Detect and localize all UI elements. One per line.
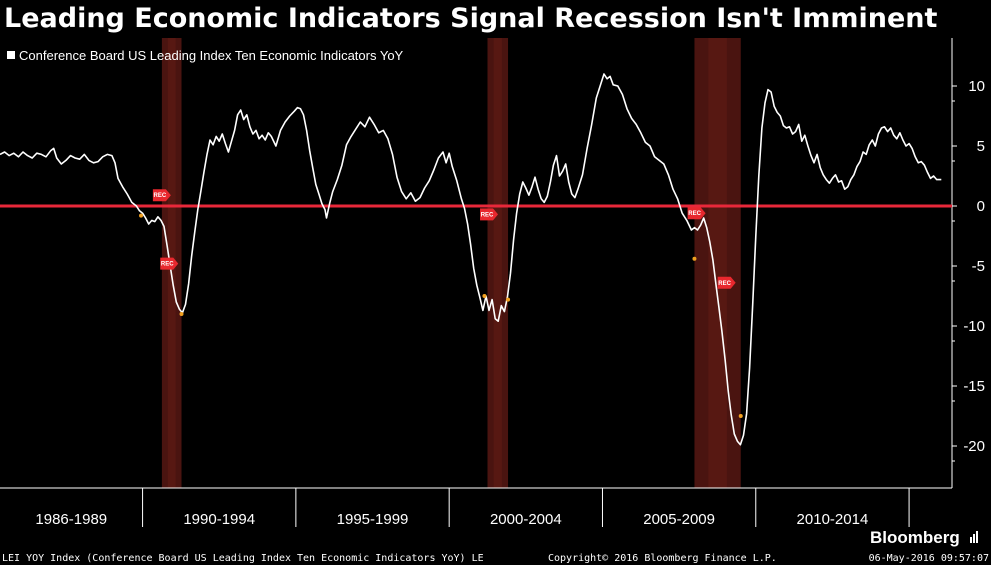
footer-source: LEI YOY Index (Conference Board US Leadi…: [2, 553, 484, 564]
legend-label: Conference Board US Leading Index Ten Ec…: [19, 48, 404, 63]
rec-marker: [687, 207, 706, 220]
y-tick-label: -15: [963, 378, 985, 395]
highlight-point: [179, 312, 184, 316]
x-category-label: 1990-1994: [183, 511, 255, 528]
bloomberg-logo-text: Bloomberg: [870, 528, 960, 547]
footer-copyright: Copyright© 2016 Bloomberg Finance L.P.: [548, 553, 777, 564]
y-tick-label: -5: [972, 258, 985, 275]
series-layer: [0, 73, 942, 446]
axes: [0, 38, 953, 489]
logo-bar-icon: [970, 537, 972, 543]
rec-marker-label: REC: [161, 262, 174, 268]
x-category-label: 2010-2014: [797, 511, 869, 528]
x-category-label: 2000-2004: [490, 511, 562, 528]
x-category-label: 1986-1989: [35, 511, 107, 528]
recession-bands: [161, 38, 741, 488]
rec-marker: [152, 189, 171, 202]
legend-swatch: [7, 51, 15, 59]
highlight-point: [692, 256, 697, 261]
rec-markers: REC REC REC REC REC: [139, 189, 743, 418]
highlight-point: [139, 213, 144, 218]
rec-marker-label: REC: [688, 211, 701, 217]
x-axis-categories: 1986-1989 1990-1994 1995-1999 2000-2004 2005…: [35, 488, 910, 528]
series-line: [0, 73, 942, 446]
rec-marker-label: REC: [481, 212, 494, 218]
rec-marker: [480, 208, 499, 221]
rec-marker-label: REC: [718, 281, 731, 287]
highlight-point: [738, 414, 743, 418]
logo-bar-icon: [976, 531, 978, 543]
bloomberg-logo: Bloomberg: [870, 528, 978, 547]
x-category-label: 1995-1999: [337, 511, 409, 528]
chart-title: Leading Economic Indicators Signal Reces…: [4, 3, 937, 34]
y-tick-label: -20: [963, 438, 985, 455]
logo-bar-icon: [973, 534, 975, 543]
y-axis-ticks: 10 5 0 -5 -10 -15 -20: [952, 78, 985, 462]
highlight-point: [506, 297, 511, 302]
x-category-label: 2005-2009: [643, 511, 715, 528]
highlight-point: [482, 294, 487, 298]
rec-marker: [160, 257, 179, 270]
y-tick-label: -10: [963, 318, 985, 335]
y-tick-label: 10: [968, 78, 985, 95]
legend: Conference Board US Leading Index Ten Ec…: [7, 48, 404, 63]
y-tick-label: 5: [977, 138, 985, 155]
rec-marker-label: REC: [154, 193, 167, 199]
footer-timestamp: 06-May-2016 09:57:07: [869, 553, 989, 564]
recession-band-core: [708, 38, 727, 488]
y-tick-label: 0: [977, 198, 985, 215]
rec-marker: [717, 276, 736, 289]
recession-band-core: [493, 38, 502, 488]
